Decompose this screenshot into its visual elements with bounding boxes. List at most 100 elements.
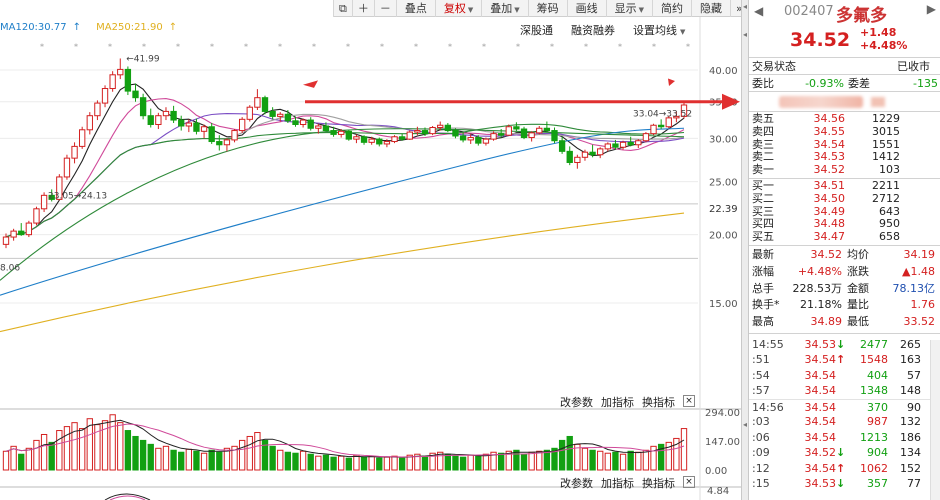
add-indicator-button[interactable]: 加指标 xyxy=(601,396,634,409)
marker-dot: ⁎ xyxy=(312,40,316,49)
volume-bar xyxy=(2,450,10,471)
copy-icon[interactable]: ⧉ xyxy=(333,0,352,17)
tick-vol: 404 xyxy=(867,368,888,382)
ask-row[interactable]: 卖五 34.56 1229 xyxy=(752,112,900,125)
candle-body xyxy=(223,139,231,146)
set-ma-button[interactable]: 设置均线 ▼ xyxy=(633,24,686,37)
marker-dot: ⁎ xyxy=(516,40,520,49)
tick-dir: ↓ xyxy=(836,446,846,460)
margin-trading-button[interactable]: 融资融券 xyxy=(571,24,615,37)
toolbar-button-diedian[interactable]: 叠点 xyxy=(395,0,435,17)
ma-line-ma120 xyxy=(0,127,685,296)
volume-bar xyxy=(551,447,558,471)
volume-bar xyxy=(124,430,132,471)
candle-body xyxy=(505,126,512,136)
change-indicator-button[interactable]: 换指标 xyxy=(642,477,675,490)
volume-bar xyxy=(223,447,231,471)
tick-list[interactable]: 14:55 34.53 ↓ 2477 265:51 34.54 ↑ 1548 163:54 34.… xyxy=(749,334,940,492)
edit-params-button[interactable]: 改参数 xyxy=(560,396,593,409)
shenguotong-button[interactable]: 深股通 xyxy=(520,24,553,37)
candle-body xyxy=(612,143,619,148)
minus-icon[interactable]: － xyxy=(373,0,396,17)
toolbar-button-xianshi[interactable]: 显示 ▼ xyxy=(605,0,652,17)
toolbar-button-chouma[interactable]: 筹码 xyxy=(527,0,567,17)
candle-body xyxy=(330,130,337,135)
volume-bar xyxy=(109,414,116,471)
ask-row[interactable]: 卖四 34.55 3015 xyxy=(752,124,900,138)
candle-body xyxy=(437,124,444,129)
toolbar-button-jianyue[interactable]: 简约 xyxy=(652,0,691,17)
tick-dir: ↑ xyxy=(836,461,846,475)
tick-n: 90 xyxy=(907,400,921,414)
bid-row[interactable]: 买一 34.51 2211 xyxy=(752,178,900,192)
stock-code: 002407 xyxy=(784,4,834,19)
high-annotation: ←41.99 xyxy=(126,54,160,64)
volume-bar xyxy=(63,426,71,471)
double-chevron-right-icon[interactable]: » xyxy=(730,0,741,17)
volume-bar xyxy=(398,457,406,471)
tick-time: 14:56 xyxy=(752,400,784,414)
tick-n: 77 xyxy=(907,477,921,491)
small-arrow-marker xyxy=(668,78,675,86)
tick-row: :06 34.54 1213 186 xyxy=(749,430,940,446)
stat-row: 最高 34.89 最低 33.52 xyxy=(752,315,935,329)
candle-body xyxy=(398,136,406,140)
collapse-arrow-icon[interactable]: ◂ xyxy=(743,2,748,11)
ask-row[interactable]: 卖三 34.54 1551 xyxy=(752,137,900,151)
candle-body xyxy=(635,140,642,146)
add-indicator-button[interactable]: 加指标 xyxy=(601,477,634,490)
candle-body xyxy=(147,115,154,125)
order-ratio-value: -0.93% xyxy=(805,76,844,90)
marker-dot: ⁎ xyxy=(176,40,180,49)
toolbar-button-yincang[interactable]: 隐藏 xyxy=(691,0,730,17)
volume-bar xyxy=(178,451,185,471)
candle-body xyxy=(650,124,657,135)
candle-body xyxy=(238,118,246,132)
volume-bar xyxy=(650,445,657,471)
tick-price: 34.54 xyxy=(804,461,837,475)
kline-chart[interactable]: 40.0035.0030.0025.0020.0015.0022.39⁎⁎⁎⁎⁎… xyxy=(0,0,741,500)
volume-bar xyxy=(200,452,208,471)
caret-left-icon[interactable]: ◀ xyxy=(754,4,764,18)
kline-chart-panel[interactable]: 40.0035.0030.0025.0020.0015.0022.39⁎⁎⁎⁎⁎… xyxy=(0,0,741,500)
marker-dot: ⁎ xyxy=(618,40,622,49)
close-icon[interactable]: × xyxy=(683,476,695,488)
candle-body xyxy=(338,130,345,135)
collapse-arrow-icon[interactable]: ◂ xyxy=(743,30,748,39)
volume-bar xyxy=(619,453,627,471)
bid-row[interactable]: 买五 34.47 658 xyxy=(752,230,900,244)
change-indicator-button[interactable]: 换指标 xyxy=(642,396,675,409)
toolbar-button-fuquan[interactable]: 复权 ▼ xyxy=(434,0,481,17)
volume-bar xyxy=(467,454,474,471)
tick-time: 14:55 xyxy=(752,337,784,351)
caret-right-icon[interactable]: ▶ xyxy=(926,2,936,16)
ask-row[interactable]: 卖一 34.52 103 xyxy=(752,163,900,177)
ask-row[interactable]: 卖二 34.53 1412 xyxy=(752,150,900,164)
bid-row[interactable]: 买三 34.49 643 xyxy=(752,204,900,218)
volume-bar xyxy=(665,441,672,471)
bid-row[interactable]: 买四 34.48 950 xyxy=(752,217,900,231)
toolbar-button-diejia[interactable]: 叠加 ▼ xyxy=(481,0,527,17)
candle-body xyxy=(79,129,86,147)
toolbar-button-huaxian[interactable]: 画线 xyxy=(566,0,606,17)
volume-bar xyxy=(48,441,55,471)
candle-body xyxy=(475,137,482,144)
plus-icon[interactable]: ＋ xyxy=(351,0,374,17)
scrollbar[interactable] xyxy=(930,340,940,500)
tick-price: 34.54 xyxy=(804,384,837,398)
tick-vol: 2477 xyxy=(860,337,888,351)
tick-vol: 904 xyxy=(867,446,888,460)
volume-bar xyxy=(261,439,269,471)
edit-params-button[interactable]: 改参数 xyxy=(560,477,593,490)
marker-dot: ⁎ xyxy=(210,40,214,49)
volume-tick-label: 294.00 xyxy=(705,408,740,419)
panel-splitter[interactable]: ◂ ◂ ◂ xyxy=(741,0,749,500)
tick-time: :51 xyxy=(752,353,770,367)
bid-row[interactable]: 买二 34.50 2712 xyxy=(752,191,900,205)
candle-body xyxy=(208,126,215,143)
candle-body xyxy=(170,110,177,121)
volume-bar xyxy=(132,435,139,471)
candle-body xyxy=(155,115,162,125)
collapse-arrow-icon[interactable]: ◂ xyxy=(743,420,748,429)
close-icon[interactable]: × xyxy=(683,395,695,407)
